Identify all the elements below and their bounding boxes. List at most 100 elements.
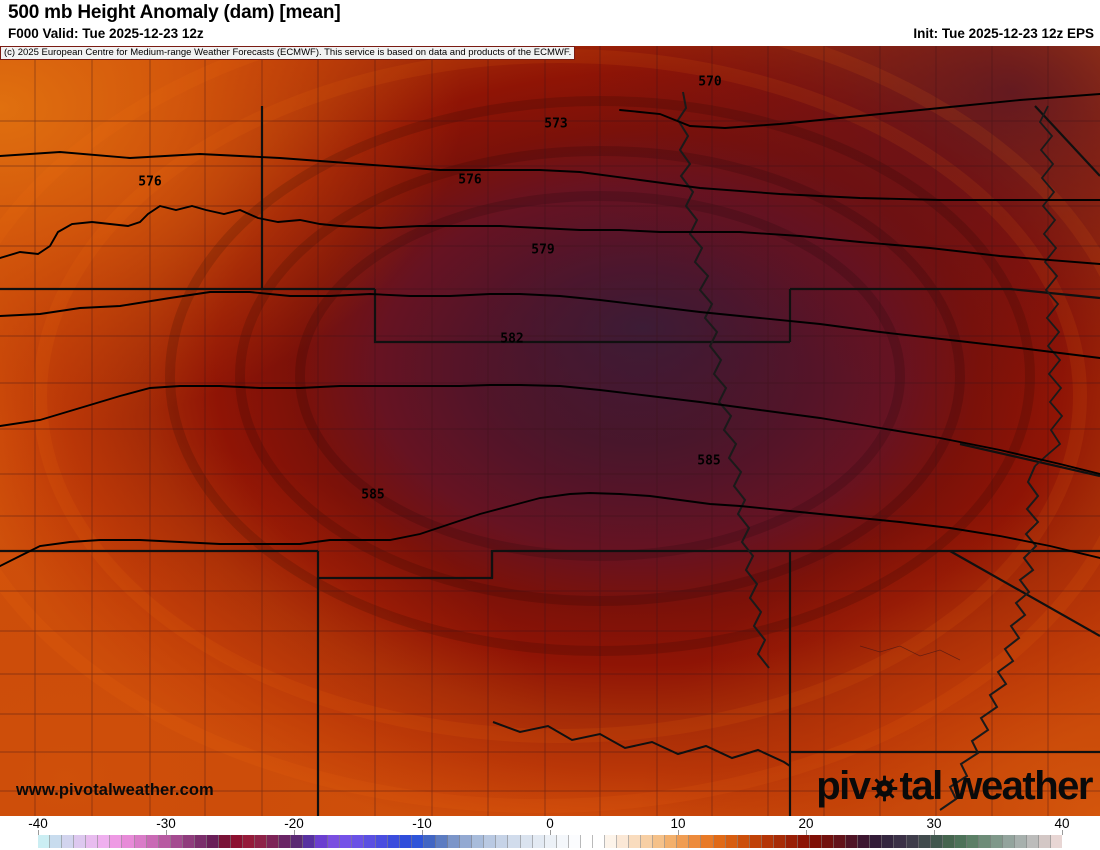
missouri-river xyxy=(676,91,770,669)
colorbar-cell xyxy=(592,835,605,848)
colorbar-tick-mark xyxy=(1062,830,1063,835)
map-render xyxy=(0,46,1100,816)
logo-text-part1: piv xyxy=(816,764,871,808)
colorbar-cell xyxy=(689,835,702,848)
colorbar-cell xyxy=(1015,835,1028,848)
colorbar-cell xyxy=(399,835,412,848)
colorbar-cell xyxy=(677,835,690,848)
colorbar-cell xyxy=(218,835,231,848)
colorbar-cell xyxy=(978,835,991,848)
colorbar-cell xyxy=(460,835,473,848)
colorbar-tick-label: -20 xyxy=(284,816,304,831)
colorbar-cell xyxy=(641,835,654,848)
red-river xyxy=(492,721,791,767)
colorbar-cell xyxy=(604,835,617,848)
colorbar-cell xyxy=(761,835,774,848)
colorbar-tick-mark xyxy=(294,830,295,835)
colorbar-cell xyxy=(810,835,823,848)
colorbar-cell xyxy=(243,835,256,848)
colorbar-cell xyxy=(267,835,280,848)
colorbar-cell xyxy=(1051,835,1063,848)
colorbar-color-strip xyxy=(38,835,1063,848)
colorbar-cell xyxy=(942,835,955,848)
colorbar-cell xyxy=(363,835,376,848)
colorbar-cell xyxy=(725,835,738,848)
colorbar-cell xyxy=(508,835,521,848)
mississippi-river xyxy=(939,465,1040,811)
colorbar-cell xyxy=(580,835,593,848)
colorbar-cell xyxy=(327,835,340,848)
copyright-notice: (c) 2025 European Centre for Medium-rang… xyxy=(0,46,576,60)
colorbar-cell xyxy=(448,835,461,848)
colorbar-cell xyxy=(411,835,424,848)
colorbar-cell xyxy=(182,835,195,848)
header-bar: 500 mb Height Anomaly (dam) [mean] F000 … xyxy=(0,0,1100,46)
colorbar-cell xyxy=(713,835,726,848)
valid-time-label: F000 Valid: Tue 2025-12-23 12z xyxy=(8,26,204,41)
colorbar-tick-mark xyxy=(934,830,935,835)
colorbar-cell xyxy=(846,835,859,848)
colorbar-tick-mark xyxy=(422,830,423,835)
colorbar-cell xyxy=(206,835,219,848)
colorbar-cell xyxy=(424,835,437,848)
colorbar-cell xyxy=(785,835,798,848)
contour-label: 570 xyxy=(698,74,722,90)
colorbar-cell xyxy=(1039,835,1052,848)
contour-label: 573 xyxy=(544,116,568,132)
minor-hydro xyxy=(859,645,961,661)
colorbar-cell xyxy=(834,835,847,848)
mississippi-river-upper xyxy=(1034,105,1064,467)
colorbar-cell xyxy=(544,835,557,848)
contour-label: 585 xyxy=(697,453,721,469)
pivotal-weather-logo[interactable]: piv xyxy=(816,764,1094,808)
colorbar-cell xyxy=(387,835,400,848)
colorbar-cell xyxy=(134,835,147,848)
contour-label: 582 xyxy=(500,331,524,347)
colorbar-tick-mark xyxy=(38,830,39,835)
colorbar-cell xyxy=(339,835,352,848)
colorbar-cell xyxy=(74,835,87,848)
colorbar-cell xyxy=(556,835,569,848)
map-canvas[interactable]: (c) 2025 European Centre for Medium-rang… xyxy=(0,46,1100,816)
contour-label: 576 xyxy=(138,174,162,190)
colorbar-cell xyxy=(98,835,111,848)
colorbar-cell xyxy=(110,835,123,848)
height-contours xyxy=(0,93,1100,567)
colorbar-cell xyxy=(520,835,533,848)
colorbar-cell xyxy=(351,835,364,848)
colorbar-cell xyxy=(966,835,979,848)
colorbar-tick-label: -10 xyxy=(412,816,432,831)
logo-text-part2: tal weather xyxy=(899,764,1094,808)
gear-asterisk-icon xyxy=(870,764,900,808)
colorbar-cell xyxy=(86,835,99,848)
colorbar-cell xyxy=(617,835,630,848)
colorbar-cell xyxy=(170,835,183,848)
colorbar-cell xyxy=(568,835,581,848)
colorbar-cell xyxy=(773,835,786,848)
colorbar-cell xyxy=(1003,835,1016,848)
colorbar-cell xyxy=(303,835,316,848)
colorbar-tick-label: -40 xyxy=(28,816,48,831)
site-url-watermark[interactable]: www.pivotalweather.com xyxy=(16,781,214,799)
colorbar-tick-mark xyxy=(678,830,679,835)
colorbar-cell xyxy=(894,835,907,848)
colorbar-cell xyxy=(906,835,919,848)
colorbar-tick-mark xyxy=(166,830,167,835)
colorbar-cell xyxy=(255,835,268,848)
colorbar-cell xyxy=(737,835,750,848)
colorbar-cell xyxy=(797,835,810,848)
colorbar-cell xyxy=(653,835,666,848)
colorbar-cell xyxy=(822,835,835,848)
colorbar-cell xyxy=(291,835,304,848)
colorbar-tick-mark xyxy=(550,830,551,835)
colorbar-tick-mark xyxy=(806,830,807,835)
colorbar-cell xyxy=(38,835,51,848)
colorbar-cell xyxy=(279,835,292,848)
county-boundaries xyxy=(0,46,1100,816)
colorbar-cell xyxy=(62,835,75,848)
colorbar-cell xyxy=(1027,835,1040,848)
colorbar-cell xyxy=(532,835,545,848)
colorbar-cell xyxy=(918,835,931,848)
contour-label: 585 xyxy=(361,487,385,503)
